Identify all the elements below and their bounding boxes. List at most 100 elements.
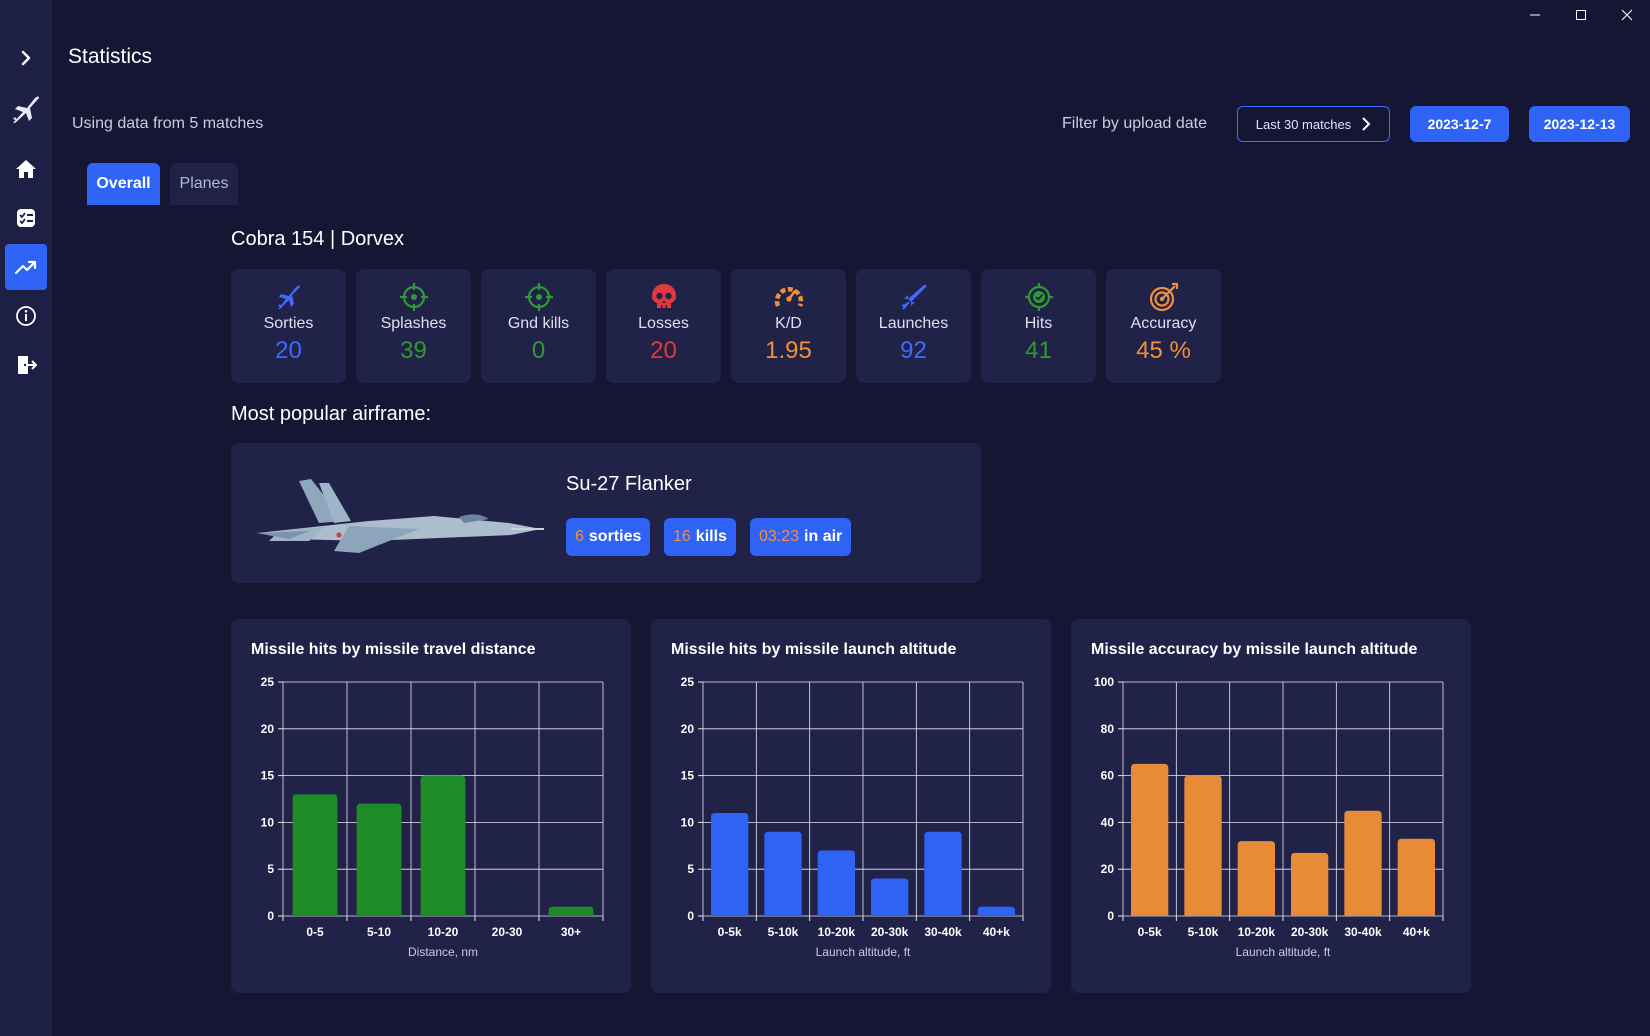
x-tick-label: 5-10 xyxy=(367,925,391,939)
home-icon xyxy=(16,160,36,178)
bar xyxy=(924,831,962,916)
kills-badge: 16 kills xyxy=(664,518,736,556)
stat-label: K/D xyxy=(775,315,802,332)
x-axis-label: Distance, nm xyxy=(408,945,478,959)
y-tick-label: 40 xyxy=(1101,815,1115,829)
bullseye-icon xyxy=(1149,282,1178,312)
x-axis-label: Launch altitude, ft xyxy=(1236,945,1331,959)
stat-label: Losses xyxy=(638,315,689,332)
stat-label: Sorties xyxy=(263,315,314,332)
gauge-icon xyxy=(774,287,803,307)
x-tick-label: 30-40k xyxy=(924,925,962,939)
stat-card-gnd-kills: Gnd kills 0 xyxy=(481,269,596,383)
last-matches-button[interactable]: Last 30 matches xyxy=(1237,106,1390,142)
y-tick-label: 20 xyxy=(681,722,695,736)
bar xyxy=(1397,838,1435,916)
y-tick-label: 0 xyxy=(267,909,274,923)
exit-icon xyxy=(18,356,37,374)
date-to-button[interactable]: 2023-12-13 xyxy=(1529,106,1630,142)
stat-value: 45 % xyxy=(1136,337,1191,364)
x-tick-label: 10-20k xyxy=(818,925,856,939)
stat-card-sorties: Sorties 20 xyxy=(231,269,346,383)
sidebar-item-tasks[interactable] xyxy=(5,195,47,241)
info-icon xyxy=(16,306,36,326)
stat-value: 1.95 xyxy=(765,337,812,364)
y-tick-label: 25 xyxy=(681,675,695,689)
chart-card-launch-altitude: Missile hits by missile launch altitude … xyxy=(651,619,1051,993)
stat-value: 41 xyxy=(1025,337,1052,364)
chart-card-distance: Missile hits by missile travel distance … xyxy=(231,619,631,993)
maximize-icon xyxy=(1576,10,1586,20)
tab-overall[interactable]: Overall xyxy=(87,163,160,205)
aircraft-image xyxy=(257,479,544,553)
y-tick-label: 10 xyxy=(261,815,275,829)
close-button[interactable] xyxy=(1604,0,1650,30)
bar xyxy=(548,906,594,916)
stat-label: Splashes xyxy=(380,315,447,332)
stat-card-hits: Hits 41 xyxy=(981,269,1096,383)
x-axis-label: Launch altitude, ft xyxy=(816,945,911,959)
chart-launch-altitude: 0 5 10 15 20 25 0-5k 5-10k 10-20k 20-30k 30-40k 40+… xyxy=(681,675,1024,959)
kills-label: kills xyxy=(695,528,727,545)
stat-value: 92 xyxy=(900,337,927,364)
y-tick-label: 20 xyxy=(261,722,275,736)
x-tick-label: 40+k xyxy=(983,925,1010,939)
x-tick-label: 5-10k xyxy=(1188,925,1219,939)
popular-airframe-card: Su-27 Flanker 6 sorties 16 kills 03:23 i… xyxy=(231,443,981,583)
x-tick-label: 0-5 xyxy=(306,925,324,939)
y-tick-label: 5 xyxy=(687,862,694,876)
expand-sidebar-button[interactable] xyxy=(5,35,47,81)
bar xyxy=(1184,775,1222,916)
sidebar-item-statistics[interactable] xyxy=(5,244,47,290)
bar xyxy=(711,813,749,916)
bar xyxy=(817,850,855,916)
y-tick-label: 60 xyxy=(1101,769,1115,783)
y-tick-label: 20 xyxy=(1101,862,1115,876)
bar xyxy=(764,831,802,916)
sorties-count: 6 xyxy=(575,528,584,545)
x-tick-label: 10-20k xyxy=(1238,925,1276,939)
x-tick-label: 40+k xyxy=(1403,925,1430,939)
sorties-badge: 6 sorties xyxy=(566,518,651,556)
y-tick-label: 10 xyxy=(681,815,695,829)
sidebar-item-info[interactable] xyxy=(5,293,47,339)
sidebar xyxy=(0,0,52,1036)
missile-icon xyxy=(901,284,926,310)
stat-value: 39 xyxy=(400,337,427,364)
airframe-name: Su-27 Flanker xyxy=(566,473,692,495)
air-time-value: 03:23 xyxy=(759,528,800,545)
trending-up-icon xyxy=(14,260,37,275)
target-check-icon xyxy=(1024,283,1053,311)
y-tick-label: 15 xyxy=(681,769,695,783)
stat-label: Gnd kills xyxy=(507,315,570,332)
bar xyxy=(356,803,402,916)
bar xyxy=(1344,810,1382,916)
y-tick-label: 0 xyxy=(1107,909,1114,923)
sidebar-item-home[interactable] xyxy=(5,146,47,192)
skull-icon xyxy=(651,284,676,308)
stat-card-losses: Losses 20 xyxy=(606,269,721,383)
chart-distance: 0 5 10 15 20 25 0-5 5-10 10-20 20-30 30+ Distance, … xyxy=(261,675,604,959)
stat-value: 20 xyxy=(275,337,302,364)
filter-label: Filter by upload date xyxy=(1062,115,1207,132)
x-tick-label: 5-10k xyxy=(768,925,799,939)
tab-planes[interactable]: Planes xyxy=(170,163,238,205)
bar xyxy=(292,794,338,916)
popular-airframe-heading: Most popular airframe: xyxy=(231,403,432,425)
sorties-label: sorties xyxy=(588,528,642,545)
stat-label: Accuracy xyxy=(1130,315,1197,332)
sidebar-item-logout[interactable] xyxy=(5,342,47,388)
x-tick-label: 0-5k xyxy=(718,925,742,939)
x-tick-label: 20-30k xyxy=(871,925,909,939)
bar xyxy=(871,878,909,916)
bar xyxy=(977,906,1015,916)
chart-title: Missile hits by missile launch altitude xyxy=(671,641,957,658)
chart-title: Missile accuracy by missile launch altit… xyxy=(1091,641,1418,658)
chart-accuracy: 0 20 40 60 80 100 0-5k 5-10k 10-20k 20-30k 30-40k 4… xyxy=(1094,675,1444,959)
maximize-button[interactable] xyxy=(1558,0,1604,30)
minimize-button[interactable] xyxy=(1512,0,1558,30)
data-source-text: Using data from 5 matches xyxy=(72,115,264,132)
app-logo[interactable] xyxy=(5,87,47,133)
kills-count: 16 xyxy=(673,528,691,545)
date-from-button[interactable]: 2023-12-7 xyxy=(1410,106,1509,142)
